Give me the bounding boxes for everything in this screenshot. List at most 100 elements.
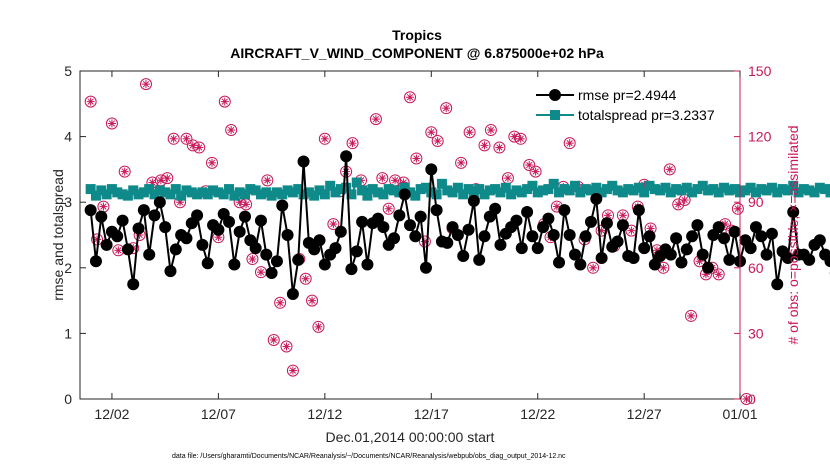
rmse-point: [521, 206, 533, 218]
rmse-point: [452, 229, 464, 241]
rmse-point: [766, 228, 778, 240]
rmse-point: [494, 239, 506, 251]
rmse-point: [250, 242, 262, 254]
rmse-point: [138, 204, 150, 216]
rmse-point: [159, 221, 171, 233]
chart-subtitle: AIRCRAFT_V_WIND_COMPONENT @ 6.875000e+02…: [230, 45, 604, 61]
rmse-point: [489, 203, 501, 215]
y-right-tick-label: 150: [748, 63, 772, 79]
rmse-point: [266, 267, 278, 279]
rmse-point: [223, 216, 235, 228]
obs-point: [588, 262, 599, 273]
obs-point: [268, 334, 279, 345]
y-tick-label: 4: [64, 129, 72, 145]
rmse-point: [393, 209, 405, 221]
rmse-point: [612, 236, 624, 248]
rmse-point: [282, 229, 294, 241]
rmse-point: [441, 237, 453, 249]
rmse-point: [292, 254, 304, 266]
rmse-point: [361, 259, 373, 271]
obs-point: [530, 166, 541, 177]
obs-point: [502, 173, 513, 184]
x-tick-label: 12/02: [94, 406, 129, 422]
rmse-point: [633, 204, 645, 216]
obs-point: [713, 269, 724, 280]
rmse-point: [196, 239, 208, 251]
obs-point: [441, 103, 452, 114]
rmse-point: [377, 221, 389, 233]
rmse-point: [638, 242, 650, 254]
rmse-point: [329, 242, 341, 254]
obs-point: [564, 138, 575, 149]
x-tick-label: 12/22: [520, 406, 555, 422]
rmse-point: [468, 195, 480, 207]
y-right-tick-label: 120: [748, 129, 772, 145]
obs-point: [370, 114, 381, 125]
rmse-point: [686, 230, 698, 242]
rmse-point: [814, 234, 826, 246]
obs-point: [226, 125, 237, 136]
rmse-point: [431, 204, 443, 216]
obs-point: [207, 157, 218, 168]
rmse-point: [356, 216, 368, 228]
x-axis-label: Dec.01,2014 00:00:00 start: [326, 429, 495, 445]
obs-point: [432, 135, 443, 146]
rmse-point: [574, 259, 586, 271]
legend-rmse-marker: [549, 89, 561, 101]
rmse-point: [532, 242, 544, 254]
rmse-point: [729, 226, 741, 238]
y-right-tick-label: 60: [748, 260, 764, 276]
rmse-point: [675, 257, 687, 269]
rmse-point: [154, 196, 166, 208]
rmse-point: [691, 219, 703, 231]
obs-point: [664, 164, 675, 175]
rmse-point: [803, 254, 815, 266]
obs-point: [300, 273, 311, 284]
rmse-point: [228, 259, 240, 271]
obs-point: [287, 365, 298, 376]
rmse-point: [473, 254, 485, 266]
obs-point: [464, 127, 475, 138]
rmse-point: [526, 230, 538, 242]
rmse-point: [335, 226, 347, 238]
rmse-point: [191, 209, 203, 221]
obs-point: [383, 203, 394, 214]
rmse-point: [702, 262, 714, 274]
x-tick-label: 12/17: [414, 406, 449, 422]
obs-point: [411, 153, 422, 164]
obs-point: [106, 118, 117, 129]
obs-point: [141, 79, 152, 90]
legend-spread-label: totalspread pr=3.2337: [578, 107, 715, 123]
rmse-point: [404, 219, 416, 231]
totalspread-point: [320, 189, 330, 199]
rmse-point: [580, 230, 592, 242]
rmse-point: [212, 224, 224, 236]
rmse-point: [713, 221, 725, 233]
obs-point: [686, 310, 697, 321]
legend-spread-marker: [550, 110, 560, 120]
data-file-footnote: data file: /Users/gharamti/Documents/NCA…: [172, 453, 566, 460]
rmse-point: [340, 150, 352, 162]
rmse-point: [548, 229, 560, 241]
rmse-point: [718, 232, 730, 244]
rmse-point: [617, 219, 629, 231]
rmse-point: [276, 199, 288, 211]
rmse-point: [234, 226, 246, 238]
rmse-point: [415, 211, 427, 223]
rmse-point: [298, 156, 310, 168]
rmse-point: [558, 204, 570, 216]
rmse-point: [271, 255, 283, 267]
y-axis-label: rmse and totalspread: [50, 169, 66, 301]
legend: rmse pr=2.4944 totalspread pr=3.2337: [530, 84, 734, 128]
chart-title: Tropics: [392, 27, 442, 43]
x-tick-label: 12/07: [201, 406, 236, 422]
obs-point: [479, 140, 490, 151]
rmse-point: [681, 243, 693, 255]
x-tick-label: 12/27: [627, 406, 662, 422]
y-right-tick-label: 30: [748, 325, 764, 341]
rmse-point: [90, 255, 102, 267]
obs-point: [377, 173, 388, 184]
rmse-point: [564, 229, 576, 241]
rmse-point: [127, 278, 139, 290]
